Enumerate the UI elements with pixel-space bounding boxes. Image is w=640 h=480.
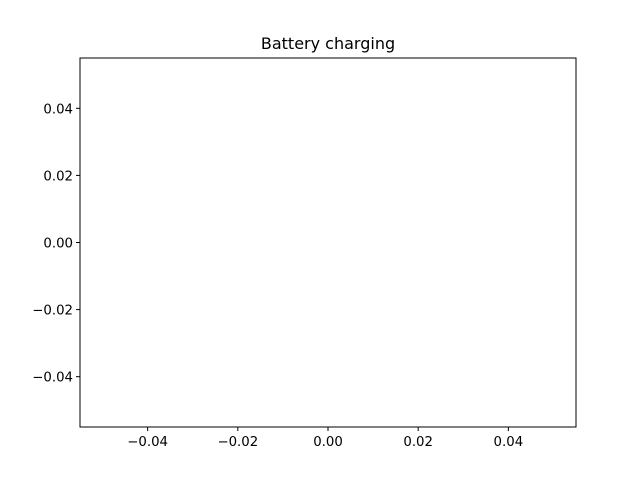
x-axis: −0.04 −0.02 0.00 0.02 0.04 — [127, 427, 523, 450]
y-axis: −0.04 −0.02 0.00 0.02 0.04 — [32, 102, 80, 386]
y-tick-label: −0.04 — [32, 371, 73, 386]
plot-area — [79, 57, 577, 428]
y-tick-label: 0.00 — [43, 237, 73, 252]
x-tick-label: −0.04 — [127, 435, 168, 450]
x-tick-label: −0.02 — [217, 435, 258, 450]
y-tick-label: 0.02 — [43, 169, 73, 184]
x-tick-label: 0.02 — [403, 435, 433, 450]
y-tick-label: −0.02 — [32, 304, 73, 319]
x-tick-label: 0.04 — [494, 435, 524, 450]
y-tick-label: 0.04 — [43, 102, 73, 117]
chart-title: Battery charging — [261, 34, 395, 53]
x-tick-label: 0.00 — [313, 435, 343, 450]
